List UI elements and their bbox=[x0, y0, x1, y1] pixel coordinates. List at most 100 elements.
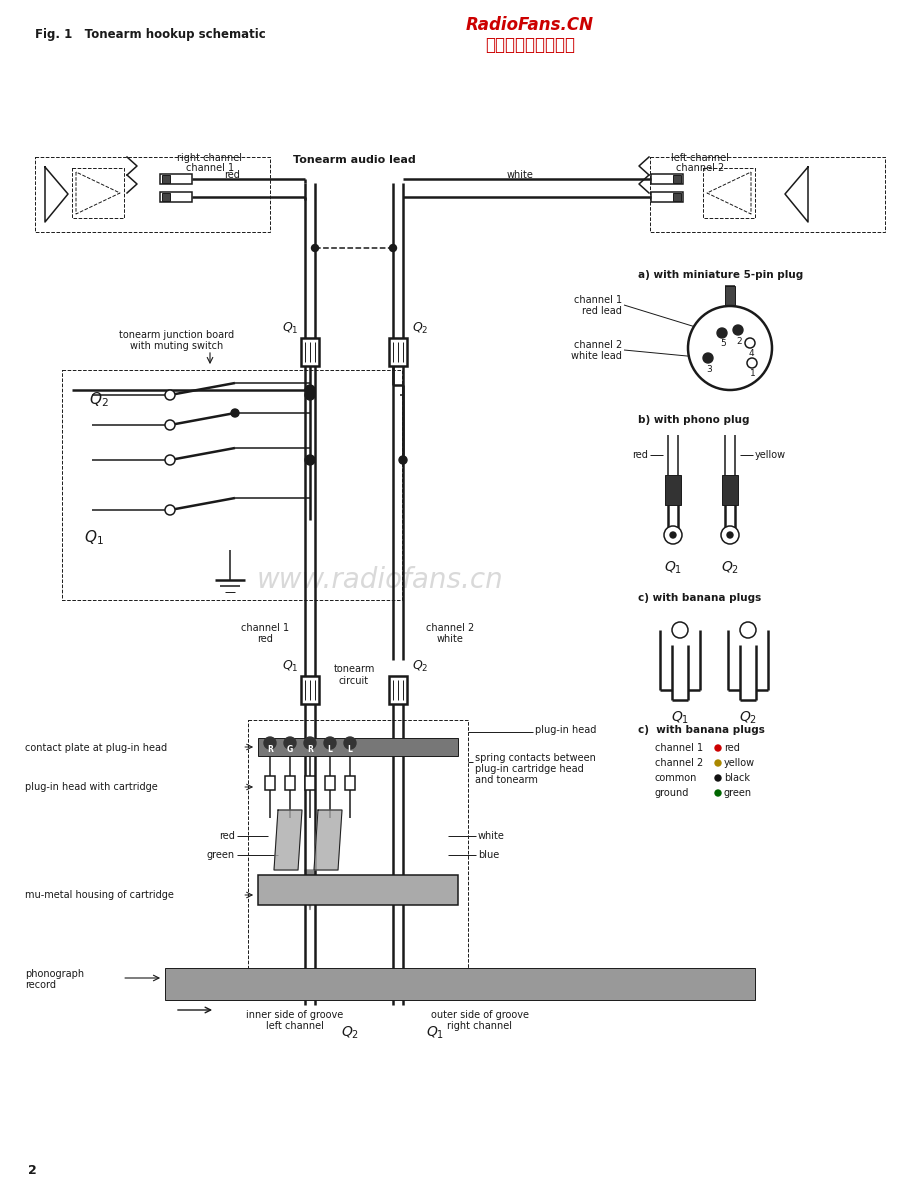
Circle shape bbox=[714, 790, 720, 796]
Circle shape bbox=[284, 737, 296, 749]
Text: c)  with banana plugs: c) with banana plugs bbox=[637, 725, 764, 735]
Circle shape bbox=[305, 385, 314, 395]
Circle shape bbox=[344, 737, 356, 749]
Text: $Q_2$: $Q_2$ bbox=[412, 659, 427, 674]
Bar bbox=[162, 193, 170, 201]
Circle shape bbox=[687, 306, 771, 389]
Circle shape bbox=[714, 746, 720, 752]
Circle shape bbox=[264, 737, 276, 749]
Bar bbox=[160, 174, 192, 183]
Text: white: white bbox=[437, 634, 463, 644]
Text: $Q_1$: $Q_1$ bbox=[281, 320, 298, 336]
Text: $Q_1$: $Q_1$ bbox=[664, 560, 681, 576]
Circle shape bbox=[726, 532, 732, 538]
Bar bbox=[257, 875, 458, 905]
Text: record: record bbox=[25, 980, 56, 990]
Bar bbox=[324, 777, 335, 790]
Text: white lead: white lead bbox=[571, 351, 621, 361]
Bar bbox=[248, 721, 468, 980]
Text: contact plate at plug-in head: contact plate at plug-in head bbox=[25, 743, 167, 753]
Text: 收音机爱好者资料库: 收音机爱好者资料库 bbox=[484, 36, 574, 54]
Polygon shape bbox=[305, 869, 314, 910]
Circle shape bbox=[716, 328, 726, 338]
Text: tonearm junction board: tonearm junction board bbox=[119, 330, 234, 339]
Text: G: G bbox=[287, 746, 293, 755]
Text: plug-in cartridge head: plug-in cartridge head bbox=[474, 763, 584, 774]
Text: Tonearm audio lead: Tonearm audio lead bbox=[292, 155, 414, 166]
Bar bbox=[673, 175, 680, 183]
Text: 5: 5 bbox=[720, 339, 725, 349]
Circle shape bbox=[165, 389, 175, 400]
Text: ground: ground bbox=[654, 788, 688, 798]
Circle shape bbox=[165, 505, 175, 515]
Text: b) with phono plug: b) with phono plug bbox=[637, 414, 749, 425]
Text: $Q_2$: $Q_2$ bbox=[89, 391, 108, 410]
Text: R: R bbox=[307, 746, 312, 755]
Text: white: white bbox=[478, 831, 505, 841]
Text: inner side of groove: inner side of groove bbox=[246, 1010, 344, 1019]
Bar bbox=[651, 192, 682, 202]
Circle shape bbox=[165, 420, 175, 430]
Circle shape bbox=[744, 338, 754, 348]
Bar bbox=[721, 475, 737, 505]
Text: yellow: yellow bbox=[754, 450, 785, 460]
Text: plug-in head with cartridge: plug-in head with cartridge bbox=[25, 782, 157, 792]
Text: channel 1: channel 1 bbox=[241, 623, 289, 632]
Text: channel 2: channel 2 bbox=[675, 163, 723, 173]
Text: right channel: right channel bbox=[177, 152, 243, 163]
Text: outer side of groove: outer side of groove bbox=[430, 1010, 528, 1019]
Bar bbox=[72, 168, 124, 218]
Text: phonograph: phonograph bbox=[25, 969, 84, 979]
Text: www.radiofans.cn: www.radiofans.cn bbox=[256, 566, 503, 594]
Bar bbox=[285, 777, 295, 790]
Bar bbox=[650, 157, 884, 232]
Text: channel 2: channel 2 bbox=[573, 339, 621, 350]
Text: $Q_1$: $Q_1$ bbox=[281, 659, 298, 674]
Circle shape bbox=[702, 353, 712, 363]
Text: left channel: left channel bbox=[266, 1021, 323, 1031]
Polygon shape bbox=[313, 810, 342, 869]
Circle shape bbox=[664, 526, 681, 544]
Text: L: L bbox=[327, 746, 332, 755]
Bar bbox=[305, 777, 314, 790]
Bar bbox=[664, 475, 680, 505]
Bar bbox=[257, 738, 458, 756]
Text: channel 1: channel 1 bbox=[186, 163, 233, 173]
Text: 1: 1 bbox=[749, 369, 755, 379]
Bar bbox=[651, 174, 682, 183]
Bar bbox=[673, 193, 680, 201]
Bar bbox=[389, 338, 406, 366]
Text: a) with miniature 5-pin plug: a) with miniature 5-pin plug bbox=[637, 270, 802, 280]
Bar bbox=[301, 676, 319, 704]
Text: green: green bbox=[723, 788, 752, 798]
Text: yellow: yellow bbox=[723, 757, 754, 768]
Text: c) with banana plugs: c) with banana plugs bbox=[637, 593, 760, 603]
Text: channel 2: channel 2 bbox=[425, 623, 473, 632]
Bar bbox=[160, 192, 192, 202]
Circle shape bbox=[714, 775, 720, 781]
Text: L: L bbox=[347, 746, 352, 755]
Text: 2: 2 bbox=[28, 1164, 37, 1177]
Bar bbox=[702, 168, 754, 218]
Text: plug-in head: plug-in head bbox=[535, 725, 596, 735]
Text: with muting switch: with muting switch bbox=[130, 341, 223, 351]
Bar bbox=[162, 175, 170, 183]
Text: RadioFans.CN: RadioFans.CN bbox=[466, 15, 594, 35]
Text: $Q_2$: $Q_2$ bbox=[412, 320, 427, 336]
Text: red: red bbox=[631, 450, 647, 460]
Text: spring contacts between: spring contacts between bbox=[474, 753, 596, 763]
Text: 3: 3 bbox=[706, 364, 711, 374]
Bar bbox=[389, 676, 406, 704]
Bar bbox=[35, 157, 269, 232]
Text: Fig. 1   Tonearm hookup schematic: Fig. 1 Tonearm hookup schematic bbox=[35, 29, 266, 40]
Circle shape bbox=[323, 737, 335, 749]
Circle shape bbox=[305, 389, 314, 400]
Text: red lead: red lead bbox=[582, 306, 621, 316]
Text: $Q_2$: $Q_2$ bbox=[720, 560, 738, 576]
Circle shape bbox=[720, 526, 738, 544]
Circle shape bbox=[389, 244, 396, 251]
Text: 2: 2 bbox=[735, 337, 741, 345]
Circle shape bbox=[671, 622, 687, 638]
Circle shape bbox=[303, 737, 315, 749]
Text: tonearm: tonearm bbox=[333, 665, 374, 674]
